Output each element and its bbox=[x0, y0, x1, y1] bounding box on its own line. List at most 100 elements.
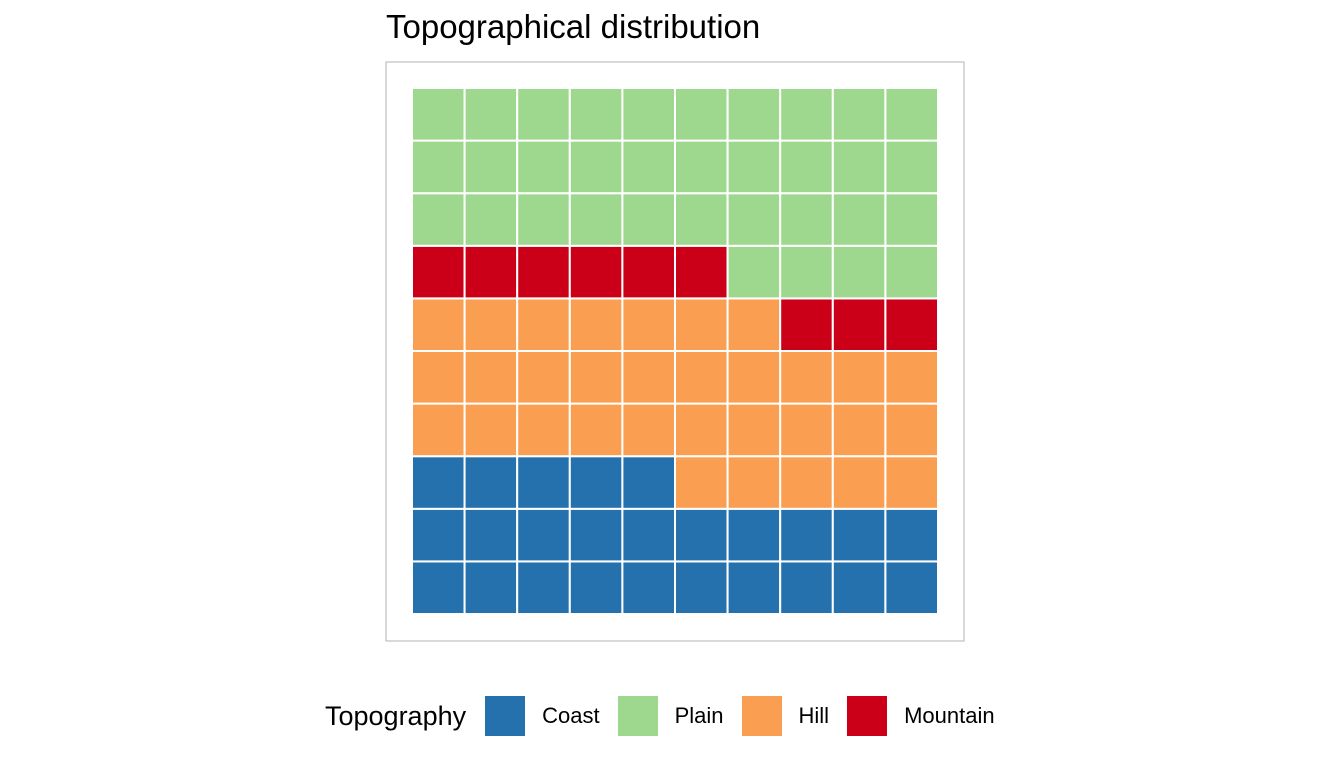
waffle-chart bbox=[385, 61, 965, 642]
waffle-cell-plain bbox=[674, 192, 729, 247]
waffle-cell-mountain bbox=[674, 244, 729, 300]
waffle-cell-hill bbox=[674, 402, 729, 458]
waffle-cell-plain bbox=[568, 87, 624, 142]
waffle-cell-hill bbox=[411, 402, 466, 458]
waffle-cell-mountain bbox=[621, 244, 677, 300]
legend-item-coast: Coast bbox=[485, 696, 600, 736]
legend-swatch-hill bbox=[741, 696, 782, 736]
waffle-cell-hill bbox=[726, 455, 782, 510]
waffle-cell-mountain bbox=[884, 297, 940, 352]
waffle-cell-coast bbox=[779, 507, 834, 563]
waffle-cell-plain bbox=[884, 192, 940, 247]
legend-label-mountain: Mountain bbox=[904, 703, 995, 728]
waffle-cell-plain bbox=[779, 244, 834, 300]
waffle-cell-plain bbox=[726, 192, 782, 247]
waffle-cell-hill bbox=[726, 402, 782, 458]
waffle-cell-coast bbox=[568, 560, 624, 616]
waffle-cell-plain bbox=[621, 139, 677, 195]
waffle-cell-plain bbox=[568, 192, 624, 247]
waffle-cell-hill bbox=[674, 297, 729, 352]
legend-item-plain: Plain bbox=[617, 696, 724, 736]
waffle-cell-coast bbox=[831, 507, 887, 563]
waffle-cell-coast bbox=[884, 560, 940, 616]
waffle-cell-coast bbox=[726, 507, 782, 563]
waffle-cell-hill bbox=[884, 402, 940, 458]
waffle-cell-plain bbox=[516, 139, 571, 195]
waffle-cell-hill bbox=[463, 402, 519, 458]
waffle-cell-plain bbox=[568, 139, 624, 195]
waffle-cell-plain bbox=[674, 139, 729, 195]
legend-label-coast: Coast bbox=[542, 703, 600, 728]
waffle-cell-plain bbox=[463, 87, 519, 142]
waffle-cell-hill bbox=[726, 297, 782, 352]
waffle-cell-hill bbox=[831, 402, 887, 458]
legend: Topography Coast Plain Hill Mountain bbox=[325, 696, 1013, 736]
waffle-cell-plain bbox=[463, 139, 519, 195]
waffle-cell-coast bbox=[568, 455, 624, 510]
waffle-cell-coast bbox=[463, 560, 519, 616]
legend-label-plain: Plain bbox=[674, 703, 724, 728]
waffle-cell-mountain bbox=[516, 244, 571, 300]
waffle-cell-coast bbox=[516, 560, 571, 616]
waffle-cell-hill bbox=[779, 402, 834, 458]
waffle-cell-coast bbox=[674, 507, 729, 563]
waffle-cell-coast bbox=[516, 455, 571, 510]
waffle-cell-plain bbox=[621, 87, 677, 142]
waffle-cell-mountain bbox=[831, 297, 887, 352]
waffle-cell-hill bbox=[621, 402, 677, 458]
legend-item-hill: Hill bbox=[741, 696, 830, 736]
waffle-cell-hill bbox=[516, 297, 571, 352]
waffle-cell-mountain bbox=[411, 244, 466, 300]
legend-swatch-plain bbox=[617, 696, 658, 736]
waffle-cell-coast bbox=[463, 455, 519, 510]
waffle-cell-hill bbox=[831, 350, 887, 405]
waffle-cell-plain bbox=[831, 244, 887, 300]
waffle-cell-hill bbox=[779, 455, 834, 510]
waffle-cell-hill bbox=[516, 402, 571, 458]
waffle-cell-coast bbox=[779, 560, 834, 616]
waffle-cell-coast bbox=[568, 507, 624, 563]
waffle-cell-plain bbox=[831, 192, 887, 247]
legend-item-mountain: Mountain bbox=[847, 696, 995, 736]
waffle-cell-plain bbox=[884, 244, 940, 300]
legend-label-hill: Hill bbox=[798, 703, 830, 728]
waffle-cell-hill bbox=[463, 350, 519, 405]
waffle-cell-coast bbox=[621, 560, 677, 616]
waffle-cell-hill bbox=[411, 350, 466, 405]
waffle-cell-plain bbox=[884, 87, 940, 142]
waffle-cells bbox=[411, 87, 940, 616]
waffle-cell-coast bbox=[884, 507, 940, 563]
waffle-cell-plain bbox=[884, 139, 940, 195]
waffle-cell-mountain bbox=[568, 244, 624, 300]
waffle-cell-coast bbox=[831, 560, 887, 616]
waffle-cell-plain bbox=[516, 87, 571, 142]
waffle-cell-plain bbox=[726, 244, 782, 300]
waffle-cell-coast bbox=[516, 507, 571, 563]
waffle-cell-hill bbox=[463, 297, 519, 352]
waffle-cell-plain bbox=[831, 87, 887, 142]
waffle-cell-plain bbox=[621, 192, 677, 247]
waffle-cell-hill bbox=[411, 297, 466, 352]
waffle-cell-hill bbox=[621, 350, 677, 405]
waffle-cell-plain bbox=[463, 192, 519, 247]
waffle-cell-plain bbox=[831, 139, 887, 195]
waffle-cell-hill bbox=[621, 297, 677, 352]
waffle-cell-plain bbox=[674, 87, 729, 142]
waffle-cell-plain bbox=[411, 87, 466, 142]
waffle-cell-hill bbox=[568, 350, 624, 405]
waffle-cell-coast bbox=[621, 455, 677, 510]
waffle-cell-hill bbox=[726, 350, 782, 405]
waffle-cell-hill bbox=[831, 455, 887, 510]
waffle-cell-hill bbox=[568, 402, 624, 458]
waffle-cell-plain bbox=[411, 139, 466, 195]
waffle-cell-plain bbox=[779, 87, 834, 142]
waffle-cell-plain bbox=[779, 192, 834, 247]
waffle-cell-coast bbox=[463, 507, 519, 563]
waffle-cell-mountain bbox=[779, 297, 834, 352]
waffle-cell-hill bbox=[516, 350, 571, 405]
waffle-cell-coast bbox=[674, 560, 729, 616]
waffle-cell-hill bbox=[674, 455, 729, 510]
waffle-cell-coast bbox=[726, 560, 782, 616]
waffle-cell-hill bbox=[568, 297, 624, 352]
legend-swatch-mountain bbox=[847, 696, 888, 736]
